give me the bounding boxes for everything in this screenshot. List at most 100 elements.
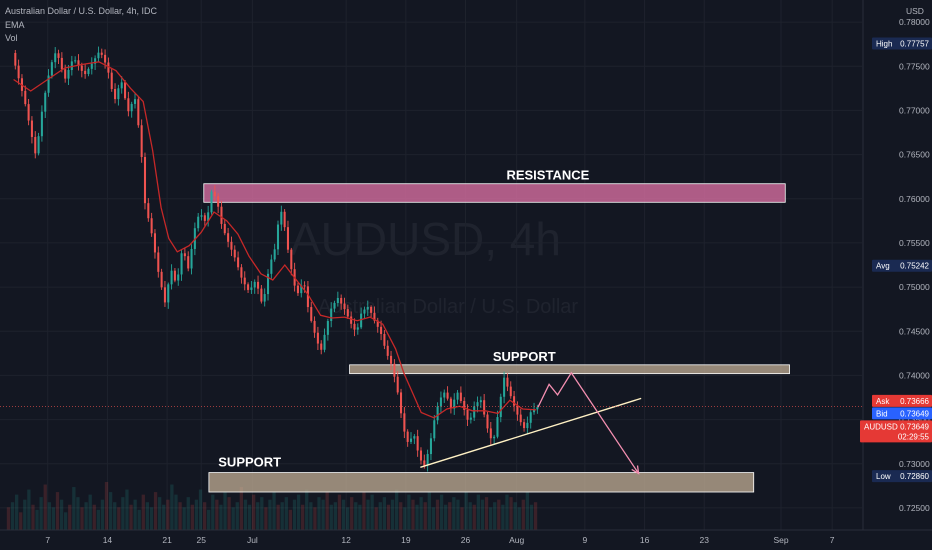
candle-body [509, 386, 512, 397]
candle-body [37, 136, 40, 154]
candle-body [87, 68, 90, 75]
candle-body [94, 58, 97, 64]
volume-bar [509, 497, 513, 530]
volume-bar [84, 502, 88, 530]
projection-arrowhead [631, 465, 640, 475]
volume-bar [174, 494, 178, 530]
candle-body [47, 75, 50, 93]
candle-body [326, 321, 329, 335]
volume-bar [386, 504, 391, 530]
candle-body [469, 417, 472, 420]
candlesticks [14, 46, 539, 472]
candle-body [257, 281, 260, 289]
candle-body [57, 53, 60, 58]
volume-bar [521, 499, 525, 530]
candle-body [167, 284, 170, 303]
candle-body [386, 345, 389, 356]
projection-path[interactable] [537, 371, 640, 474]
candle-body [160, 271, 163, 288]
candle-body [466, 409, 469, 420]
tag-avg-label: Avg [876, 262, 890, 271]
price-tags: High 0.77757 Avg 0.75242 Ask 0.73666 Bid 0.7364… [860, 37, 932, 483]
candle-body [356, 327, 359, 330]
candle-body [220, 206, 223, 224]
candle-body [313, 320, 316, 333]
volume-bar [31, 504, 35, 530]
candle-body [306, 286, 309, 308]
candle-body [286, 227, 290, 250]
candle-body [493, 436, 496, 439]
zones[interactable]: RESISTANCE SUPPORT SUPPORT [203, 168, 790, 493]
candle-body [380, 326, 383, 334]
price-axis[interactable] [863, 0, 932, 550]
candle-body [27, 104, 30, 121]
candle-body [40, 111, 43, 137]
support-trendline[interactable] [420, 397, 642, 468]
indicator-vol-label[interactable]: Vol [5, 33, 18, 43]
volume-bar [104, 482, 109, 530]
candle-body [489, 428, 492, 439]
volume-bar [513, 502, 517, 530]
candle-body [476, 402, 479, 407]
volume-bar [251, 494, 256, 530]
candle-body [463, 400, 466, 410]
time-tick-label: Aug [509, 535, 524, 545]
candle-body [436, 406, 439, 421]
volume-bar [186, 497, 190, 530]
candle-body [183, 253, 186, 257]
price-tick-label: 0.77000 [899, 105, 930, 115]
volume-bar [23, 499, 27, 530]
candle-body [263, 294, 266, 302]
price-tick-label: 0.73500 [899, 415, 930, 425]
candle-body [273, 249, 276, 260]
indicator-ema-label[interactable]: EMA [5, 20, 25, 30]
candle-body [117, 88, 120, 100]
volume-bar [51, 507, 56, 530]
candle-body [310, 307, 313, 321]
candle-body [376, 320, 379, 327]
volume-bar [480, 499, 485, 530]
candle-body [479, 400, 482, 403]
volume-bar [264, 507, 268, 530]
candle-body [127, 98, 130, 112]
volume-bar [501, 504, 505, 530]
volume-bar [460, 507, 464, 530]
volume-bar [170, 484, 174, 530]
volume-bars [6, 482, 538, 530]
candle-body [439, 397, 442, 407]
candle-body [343, 303, 346, 310]
volume-bar [243, 499, 248, 530]
tag-avg-value: 0.75242 [900, 262, 929, 271]
volume-bar [390, 499, 395, 530]
volume-bar [272, 492, 276, 530]
volume-bar [55, 492, 60, 530]
candle-body [243, 277, 246, 285]
volume-bar [35, 509, 39, 530]
candle-body [240, 267, 243, 278]
tag-low [872, 470, 932, 483]
tag-high-label: High [876, 40, 892, 49]
tag-ask [872, 394, 932, 407]
candle-body [406, 431, 409, 442]
candle-body [340, 297, 343, 304]
candle-body [396, 376, 399, 393]
time-axis[interactable] [0, 530, 932, 550]
candle-body [230, 241, 233, 250]
volume-bar [92, 504, 96, 530]
candle-body [107, 62, 110, 73]
candle-body [280, 211, 283, 225]
candle-body [323, 334, 326, 350]
tag-avg [872, 259, 932, 272]
candle-body [90, 63, 93, 69]
candle-body [433, 420, 436, 439]
candle-body [114, 88, 117, 100]
volume-bar [288, 509, 293, 530]
volume-bar [276, 504, 280, 530]
candle-body [157, 252, 160, 272]
candle-body [34, 136, 37, 154]
candle-body [187, 256, 190, 269]
volume-bar [415, 504, 419, 530]
candle-body [54, 53, 57, 63]
candle-body [320, 343, 323, 350]
